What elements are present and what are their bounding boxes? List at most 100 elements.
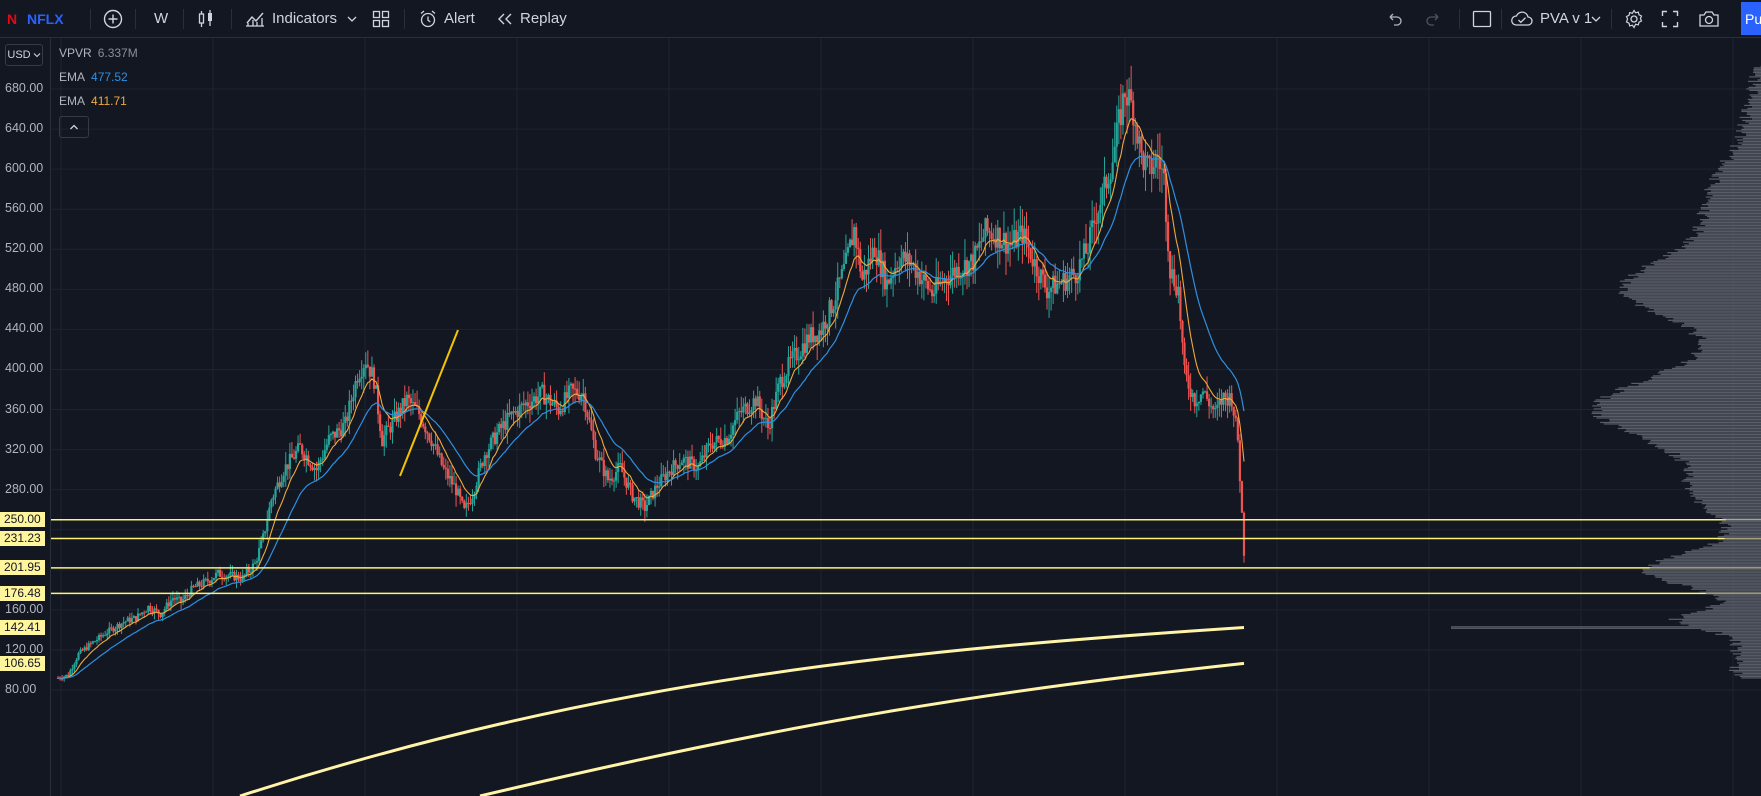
chart-type-button[interactable] — [197, 0, 215, 37]
candle-body — [409, 398, 413, 404]
legend-ema-2[interactable]: EMA 411.71 — [59, 94, 127, 108]
candle-body — [729, 434, 733, 439]
undo-button[interactable] — [1386, 0, 1404, 37]
volume-profile-bar — [1692, 484, 1761, 487]
replay-button[interactable]: Replay — [496, 0, 567, 37]
volume-profile-bar — [1705, 506, 1761, 508]
candle-body — [426, 432, 429, 434]
alert-button[interactable]: Alert — [418, 0, 475, 37]
candle-body — [1173, 269, 1176, 287]
candle-body — [571, 383, 575, 389]
candle-body — [928, 289, 932, 291]
legend-vpvr[interactable]: VPVR 6.337M — [59, 46, 138, 60]
interval-button[interactable]: W — [154, 10, 169, 27]
candle-body — [452, 483, 456, 485]
volume-profile-bar — [1732, 638, 1761, 640]
volume-profile-bar — [1732, 653, 1761, 655]
legend-ema-1[interactable]: EMA 477.52 — [59, 70, 128, 84]
currency-selector[interactable]: USD — [5, 44, 43, 66]
candle-body — [744, 403, 747, 407]
volume-profile-bar — [1680, 457, 1761, 460]
candle-body — [978, 241, 981, 248]
volume-profile-bar — [1734, 136, 1761, 138]
fullscreen-button[interactable] — [1661, 0, 1679, 37]
volume-profile-bar — [1733, 154, 1761, 156]
candle-body — [812, 327, 815, 343]
candle-body — [656, 485, 659, 488]
redo-button[interactable] — [1424, 0, 1442, 37]
candle-body — [350, 400, 353, 402]
ema-fast-line — [57, 117, 1245, 679]
candle-body — [707, 443, 710, 446]
candle-body — [1041, 269, 1045, 275]
price-chart[interactable] — [51, 38, 1761, 796]
candle-body — [672, 460, 675, 476]
candle-body — [299, 443, 302, 445]
volume-profile-bar — [1664, 450, 1761, 452]
volume-profile-bar — [1695, 498, 1761, 500]
volume-profile-bar — [1655, 576, 1761, 578]
indicators-button[interactable]: Indicators — [244, 0, 337, 37]
candle-body — [766, 418, 770, 428]
candle-body — [578, 395, 581, 401]
candle-body — [184, 595, 187, 600]
volume-profile-bar — [1707, 543, 1761, 545]
volume-profile-bar — [1733, 158, 1761, 161]
legend-collapse-button[interactable] — [59, 116, 89, 138]
symbol-search-button[interactable]: NFLX — [27, 10, 64, 27]
candle-body — [1234, 415, 1237, 419]
volume-profile-bar — [1703, 507, 1761, 509]
candle-body — [71, 668, 74, 671]
candle-body — [126, 617, 129, 622]
screenshot-button[interactable] — [1698, 0, 1720, 37]
volume-profile-bar — [1710, 184, 1761, 186]
layout-button[interactable] — [1472, 0, 1492, 37]
volume-profile-bar — [1733, 152, 1761, 155]
save-layout-button[interactable]: PVA v 1 — [1510, 0, 1592, 37]
candle-body — [352, 397, 355, 402]
compare-symbol-button[interactable] — [103, 0, 123, 37]
volume-profile-bar — [1753, 71, 1761, 73]
candle-body — [781, 376, 784, 388]
candle-body — [1144, 155, 1147, 171]
volume-profile-bar — [1712, 545, 1761, 547]
indicators-dropdown-button[interactable] — [346, 0, 358, 37]
templates-button[interactable] — [372, 0, 390, 37]
candle-body — [931, 289, 934, 297]
candle-body — [1236, 418, 1239, 441]
volume-profile-bar — [1689, 460, 1761, 463]
volume-profile-bar — [1736, 659, 1761, 661]
volume-profile-bar — [1609, 420, 1761, 422]
candle-body — [257, 548, 261, 562]
candle-body — [799, 356, 802, 360]
volume-profile-bar — [1699, 548, 1761, 550]
toolbar-divider — [183, 9, 184, 29]
volume-profile-bar — [1671, 253, 1761, 255]
candle-body — [736, 411, 739, 421]
currency-label: USD — [7, 49, 31, 61]
layout-dropdown-button[interactable] — [1590, 0, 1602, 37]
candle-body — [180, 596, 183, 603]
volume-profile-bar — [1690, 612, 1761, 614]
volume-profile-bar — [1715, 516, 1761, 518]
volume-profile-bar — [1712, 194, 1761, 197]
price-tick-label: 560.00 — [5, 201, 44, 216]
candle-body — [809, 327, 813, 343]
settings-button[interactable] — [1624, 0, 1644, 37]
publish-button[interactable]: Pu — [1741, 2, 1761, 35]
candle-body — [1214, 407, 1217, 410]
volume-profile-bar — [1617, 427, 1761, 430]
candle-body — [807, 334, 811, 343]
candle-body — [842, 263, 845, 269]
indicators-label: Indicators — [272, 10, 338, 27]
volume-profile-bar — [1745, 121, 1761, 123]
volume-profile-bar — [1753, 67, 1761, 69]
candle-body — [619, 463, 622, 465]
candle-body — [1166, 221, 1170, 252]
candle-body — [1216, 404, 1219, 408]
candle-body — [1125, 97, 1129, 106]
volume-profile-bar — [1696, 358, 1761, 360]
volume-profile-bar — [1729, 149, 1761, 152]
candle-body — [853, 227, 856, 246]
candle-body — [670, 471, 673, 476]
